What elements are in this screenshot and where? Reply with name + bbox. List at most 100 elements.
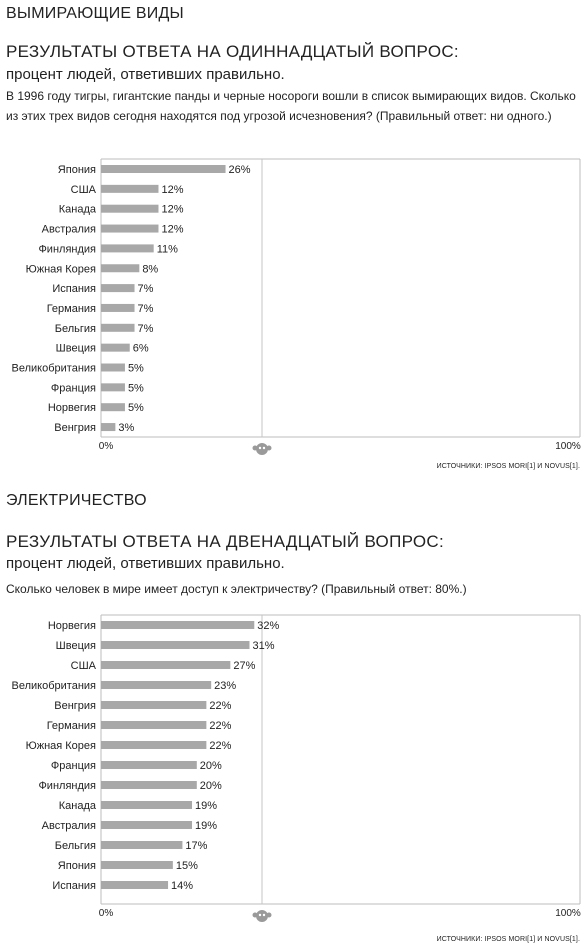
- data-label: 7%: [138, 283, 154, 295]
- x-tick-label: 100%: [555, 441, 581, 452]
- bar: [101, 641, 250, 649]
- data-label: 22%: [209, 720, 231, 732]
- bar: [101, 661, 231, 669]
- data-label: 5%: [128, 363, 144, 375]
- bar: [101, 383, 125, 392]
- monkey-ear-left: [252, 912, 258, 918]
- bar: [101, 165, 226, 173]
- bar: [101, 781, 197, 789]
- data-label: 22%: [209, 740, 231, 752]
- data-label: 12%: [161, 224, 183, 236]
- question-subtitle: процент людей, ответивших правильно.: [6, 66, 285, 83]
- bar: [101, 701, 207, 709]
- bar: [101, 284, 135, 293]
- data-label: 31%: [252, 640, 274, 652]
- monkey-icon: [252, 443, 272, 455]
- data-label: 26%: [229, 164, 251, 176]
- category-label: Венгрия: [54, 422, 96, 434]
- category-label: Швеция: [56, 640, 96, 652]
- section-endangered-species: ВЫМИРАЮЩИЕ ВИДЫ РЕЗУЛЬТАТЫ ОТВЕТА НА ОДИ…: [6, 5, 581, 470]
- source-note: ИСТОЧНИКИ: IPSOS MORI[1] И NOVUS[1].: [436, 463, 580, 470]
- bar: [101, 861, 173, 869]
- monkey-ear-left: [252, 445, 258, 451]
- bar: [101, 244, 154, 253]
- bar-chart-electricity: 0% 100% Норвегия 32% Швеция 31% США 27% Великобр…: [12, 614, 581, 922]
- category-label: Испания: [52, 880, 96, 892]
- category-label: Австралия: [42, 224, 96, 236]
- data-label: 7%: [138, 323, 154, 335]
- category-label: США: [71, 660, 97, 672]
- data-label: 7%: [138, 303, 154, 315]
- bar: [101, 184, 159, 193]
- data-label: 27%: [233, 660, 255, 672]
- monkey-icon: [252, 910, 272, 922]
- category-label: Южная Корея: [26, 263, 96, 275]
- category-label: Германия: [47, 720, 96, 732]
- data-label: 11%: [157, 243, 178, 255]
- monkey-ear-right: [266, 445, 272, 451]
- data-label: 32%: [257, 620, 279, 632]
- question-title: РЕЗУЛЬТАТЫ ОТВЕТА НА ДВЕНАДЦАТЫЙ ВОПРОС:: [6, 532, 444, 551]
- section-heading: ВЫМИРАЮЩИЕ ВИДЫ: [6, 5, 184, 22]
- monkey-eye-left: [258, 446, 262, 450]
- category-label: Норвегия: [48, 402, 96, 414]
- category-label: Венгрия: [54, 700, 96, 712]
- data-label: 17%: [185, 840, 207, 852]
- bar: [101, 343, 130, 352]
- source-note: ИСТОЧНИКИ: IPSOS MORI[1] И NOVUS[1].: [436, 936, 580, 943]
- question-text: Сколько человек в мире имеет доступ к эл…: [6, 582, 467, 596]
- bar: [101, 403, 125, 412]
- bar: [101, 303, 135, 312]
- data-label: 20%: [200, 780, 222, 792]
- bar: [101, 363, 125, 372]
- category-label: Бельгия: [55, 840, 96, 852]
- monkey-eye-left: [258, 913, 262, 917]
- bar: [101, 224, 159, 233]
- bar: [101, 741, 207, 749]
- category-label: Канада: [59, 800, 97, 812]
- bar: [101, 881, 169, 889]
- bar: [101, 423, 116, 432]
- x-tick-label: 0%: [99, 908, 114, 919]
- section-heading: ЭЛЕКТРИЧЕСТВО: [6, 492, 147, 509]
- category-label: Франция: [51, 760, 96, 772]
- data-label: 14%: [171, 880, 193, 892]
- data-label: 20%: [200, 760, 222, 772]
- data-label: 12%: [161, 184, 183, 196]
- bar: [101, 323, 135, 332]
- section-electricity: ЭЛЕКТРИЧЕСТВО РЕЗУЛЬТАТЫ ОТВЕТА НА ДВЕНА…: [0, 480, 588, 951]
- data-label: 19%: [195, 820, 217, 832]
- data-label: 22%: [209, 700, 231, 712]
- category-label: Великобритания: [12, 363, 97, 375]
- data-label: 12%: [161, 204, 183, 216]
- monkey-eye-right: [262, 913, 266, 917]
- monkey-face: [256, 910, 268, 922]
- category-label: Испания: [52, 283, 96, 295]
- bar: [101, 801, 193, 809]
- category-label: Финляндия: [38, 780, 96, 792]
- category-label: США: [71, 184, 97, 196]
- bar-chart-endangered-species: 0% 100% Япония 26% США 12% Канада 12% Австралия 1…: [12, 158, 581, 455]
- data-label: 8%: [142, 263, 158, 275]
- x-tick-label: 100%: [555, 908, 581, 919]
- bar: [101, 621, 255, 629]
- x-tick-label: 0%: [99, 441, 114, 452]
- bar: [101, 264, 140, 273]
- question-text: В 1996 году тигры, гигантские панды и че…: [6, 89, 576, 123]
- category-label: Япония: [58, 164, 96, 176]
- category-label: Швеция: [56, 343, 96, 355]
- category-label: Германия: [47, 303, 96, 315]
- data-label: 19%: [195, 800, 217, 812]
- data-label: 15%: [176, 860, 198, 872]
- data-label: 5%: [128, 402, 144, 414]
- category-label: Франция: [51, 382, 96, 394]
- category-label: Южная Корея: [26, 740, 96, 752]
- bar: [101, 721, 207, 729]
- data-label: 3%: [118, 422, 134, 434]
- bar: [101, 681, 212, 689]
- question-title: РЕЗУЛЬТАТЫ ОТВЕТА НА ОДИННАДЦАТЫЙ ВОПРОС…: [6, 42, 459, 61]
- category-label: Япония: [58, 860, 96, 872]
- category-label: Финляндия: [38, 243, 96, 255]
- category-label: Австралия: [42, 820, 96, 832]
- data-label: 23%: [214, 680, 236, 692]
